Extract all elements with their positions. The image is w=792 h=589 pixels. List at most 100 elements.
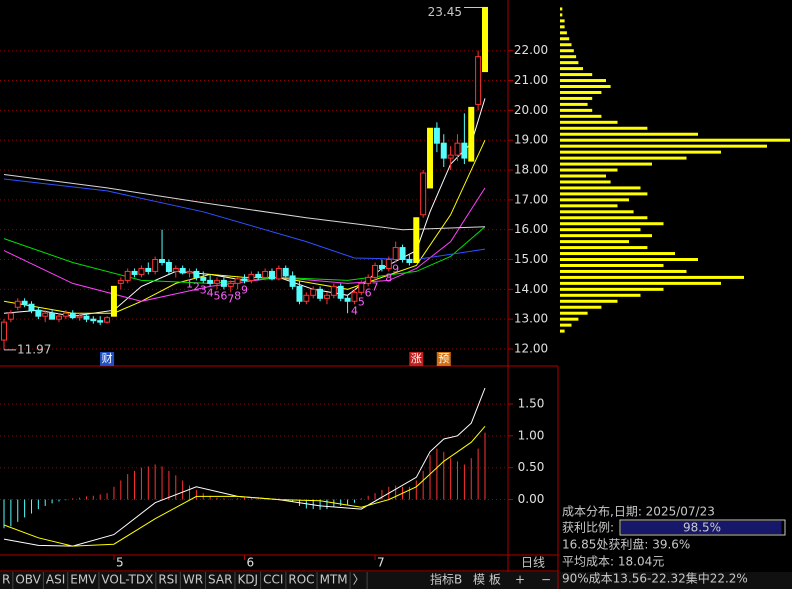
candle-body	[42, 312, 49, 317]
candle-body	[262, 270, 269, 278]
y-tick-label: 15.00	[514, 252, 548, 266]
chip-bar	[560, 222, 664, 226]
candle-body	[433, 127, 440, 144]
x-tick-label: 5	[116, 556, 124, 570]
indicator-tab[interactable]: VOL-TDX	[101, 573, 153, 587]
indicator-tab[interactable]: RSI	[158, 573, 178, 587]
candle-body	[475, 56, 482, 105]
indicator-line	[3, 174, 486, 231]
indicator-tab[interactable]: ASI	[46, 573, 65, 587]
chip-bar	[560, 49, 574, 53]
candle-body	[482, 6, 488, 73]
candle-body	[420, 172, 427, 216]
candle-body	[104, 317, 111, 323]
nine-turn-label: 9	[392, 262, 399, 275]
candle-body	[21, 300, 28, 305]
candle-body	[214, 279, 221, 284]
indicator-tab[interactable]: ROC	[288, 573, 314, 587]
chip-bar	[560, 120, 618, 124]
candle-body	[427, 127, 434, 189]
chip-bar	[560, 37, 570, 41]
candle-body	[145, 267, 152, 272]
candle-body	[454, 142, 461, 156]
chip-bar	[560, 305, 602, 309]
chip-bar	[560, 108, 593, 112]
event-label: 涨	[411, 352, 422, 365]
indicator-tab[interactable]: 〉	[353, 573, 365, 587]
right-tab[interactable]: 指标B	[430, 572, 462, 587]
chip-bar	[560, 150, 721, 154]
chip-bar	[560, 317, 579, 321]
candle-body	[159, 259, 166, 263]
chip-bar	[560, 126, 648, 130]
profit-at: 16.85处获利盘: 39.6%	[562, 537, 690, 552]
y-tick-label: 17.00	[514, 192, 548, 206]
chip-bar	[560, 258, 698, 262]
chip-bar	[560, 73, 593, 77]
y-tick-label: 20.00	[514, 103, 548, 117]
chip-bar	[560, 102, 588, 106]
candle-body	[344, 297, 351, 302]
concentration: 90%成本13.56-22.32集中22.2%	[562, 571, 748, 586]
chip-bar	[560, 293, 641, 297]
candle-body	[303, 294, 310, 302]
chip-bar	[560, 132, 698, 136]
right-tab[interactable]: 模 板	[473, 573, 501, 587]
chip-bar	[560, 186, 641, 190]
chip-bar	[560, 144, 767, 148]
nine-turn-label: 5	[214, 289, 221, 302]
indicator-tab[interactable]: WR	[183, 573, 203, 587]
chip-bar	[560, 323, 572, 327]
indicator-line	[3, 139, 486, 314]
candle-body	[310, 288, 317, 296]
chip-bar	[560, 67, 583, 71]
chip-bar	[560, 210, 634, 214]
candle-body	[110, 285, 117, 317]
nine-turn-label: 8	[234, 289, 241, 302]
chip-bar	[560, 85, 611, 89]
zoom-button[interactable]: −	[541, 573, 551, 587]
nine-turn-label: 3	[200, 283, 207, 296]
chip-bar	[560, 281, 721, 285]
candle-body	[186, 270, 193, 274]
indicator-tab[interactable]: KDJ	[237, 573, 258, 587]
period[interactable]: 日线	[521, 556, 545, 570]
candle-body	[152, 259, 159, 272]
candle-body	[62, 312, 69, 317]
chip-bar	[560, 228, 641, 232]
y-tick-label: 16.00	[514, 222, 548, 236]
candle-body	[365, 276, 372, 284]
nine-turn-label: 5	[358, 295, 365, 308]
candle-body	[124, 270, 131, 281]
chip-bar	[560, 90, 602, 94]
candle-body	[97, 320, 104, 323]
chip-bar	[560, 156, 687, 160]
chip-bar	[560, 198, 629, 202]
candle-body	[193, 270, 200, 278]
zoom-button[interactable]: +	[515, 573, 525, 587]
candle-body	[131, 270, 138, 275]
indicator-tab[interactable]: CCI	[263, 573, 283, 587]
indicator-line	[3, 187, 486, 302]
chip-bar	[560, 13, 563, 17]
low-label: 11.97	[17, 342, 51, 356]
chip-bar	[560, 61, 579, 65]
candle-body	[207, 279, 214, 284]
indicator-tab[interactable]: MTM	[320, 573, 348, 587]
y-tick-label: 12.00	[514, 341, 548, 355]
indicator-tab[interactable]: OBV	[15, 573, 41, 587]
event-badge	[436, 352, 451, 366]
event-label: 财	[102, 351, 113, 365]
candle-body	[255, 273, 262, 278]
profit-label: 获利比例:	[562, 521, 614, 535]
chip-bar	[560, 287, 664, 291]
indicator-tab[interactable]: R	[2, 573, 10, 587]
candle-body	[83, 315, 90, 320]
indicator-tab[interactable]: SAR	[208, 573, 232, 587]
indicator-line	[3, 178, 486, 261]
indicator-tab[interactable]: EMV	[70, 573, 97, 587]
chip-bar	[560, 234, 652, 238]
candle-body	[378, 264, 385, 269]
chip-bar	[560, 174, 606, 178]
candle-body	[372, 264, 379, 278]
